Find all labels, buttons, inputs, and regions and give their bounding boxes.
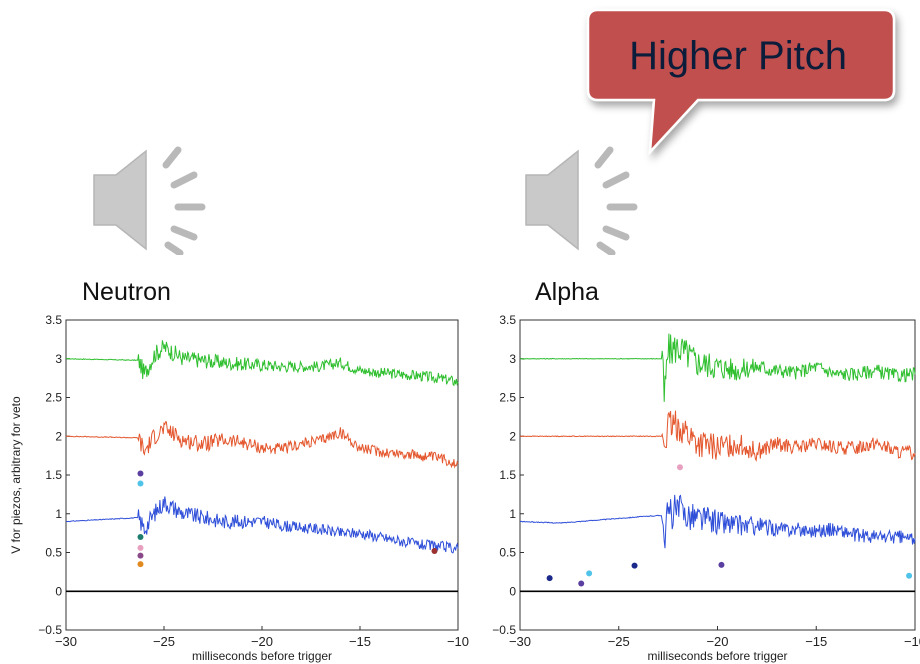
y-tick-label: 0.5 <box>499 546 516 560</box>
data-point <box>718 561 725 568</box>
series-line <box>65 496 459 554</box>
x-tick-label: −25 <box>608 634 630 649</box>
series-line <box>519 494 916 549</box>
series-line <box>519 333 916 402</box>
x-tick-label: −10 <box>447 634 469 649</box>
y-tick-label: 1 <box>55 507 62 521</box>
panel-label-neutron: Neutron <box>82 278 171 306</box>
x-axis-label: milliseconds before trigger <box>647 649 787 663</box>
series-line <box>65 421 459 469</box>
x-tick-label: −10 <box>904 634 920 649</box>
data-point <box>137 561 144 568</box>
x-tick-label: −30 <box>509 634 531 649</box>
x-tick-label: −15 <box>805 634 827 649</box>
x-tick-label: −25 <box>153 634 175 649</box>
data-point <box>546 575 553 582</box>
x-tick-label: −30 <box>55 634 77 649</box>
callout-shape <box>586 8 896 156</box>
y-tick-label: 2.5 <box>45 391 62 405</box>
data-point <box>137 480 144 487</box>
y-axis-label: V for piezos, arbitrary for veto <box>9 396 23 554</box>
y-tick-label: 2 <box>509 429 516 443</box>
x-tick-label: −20 <box>706 634 728 649</box>
callout-text: Higher Pitch <box>629 34 847 78</box>
y-tick-label: 2.5 <box>499 391 516 405</box>
y-tick-label: 2 <box>55 429 62 443</box>
y-tick-label: −0.5 <box>492 623 516 637</box>
y-tick-label: 3 <box>509 352 516 366</box>
speaker-sound-icon[interactable] <box>88 145 218 255</box>
panel-label-alpha: Alpha <box>535 278 599 306</box>
data-point <box>586 570 593 577</box>
speaker-sound-icon[interactable] <box>520 145 650 255</box>
y-tick-label: 1 <box>509 507 516 521</box>
y-tick-label: 3 <box>55 352 62 366</box>
y-tick-label: 3.5 <box>45 313 62 327</box>
x-tick-label: −15 <box>349 634 371 649</box>
data-point <box>137 552 144 559</box>
data-point <box>137 534 144 540</box>
data-point <box>137 544 144 551</box>
data-point <box>676 464 683 471</box>
x-axis-label: milliseconds before trigger <box>192 649 332 663</box>
y-tick-label: 1.5 <box>499 468 516 482</box>
y-tick-label: 3.5 <box>499 313 516 327</box>
y-tick-label: 0 <box>55 584 62 598</box>
data-point <box>578 580 585 587</box>
data-point <box>137 470 144 477</box>
data-point <box>631 562 638 569</box>
series-line <box>519 410 916 462</box>
y-tick-label: 0 <box>509 584 516 598</box>
data-point <box>906 572 913 579</box>
y-tick-label: 0.5 <box>45 546 62 560</box>
x-tick-label: −20 <box>251 634 273 649</box>
y-tick-label: 1.5 <box>45 468 62 482</box>
y-tick-label: −0.5 <box>38 623 62 637</box>
series-line <box>66 340 459 387</box>
data-point <box>431 547 438 554</box>
